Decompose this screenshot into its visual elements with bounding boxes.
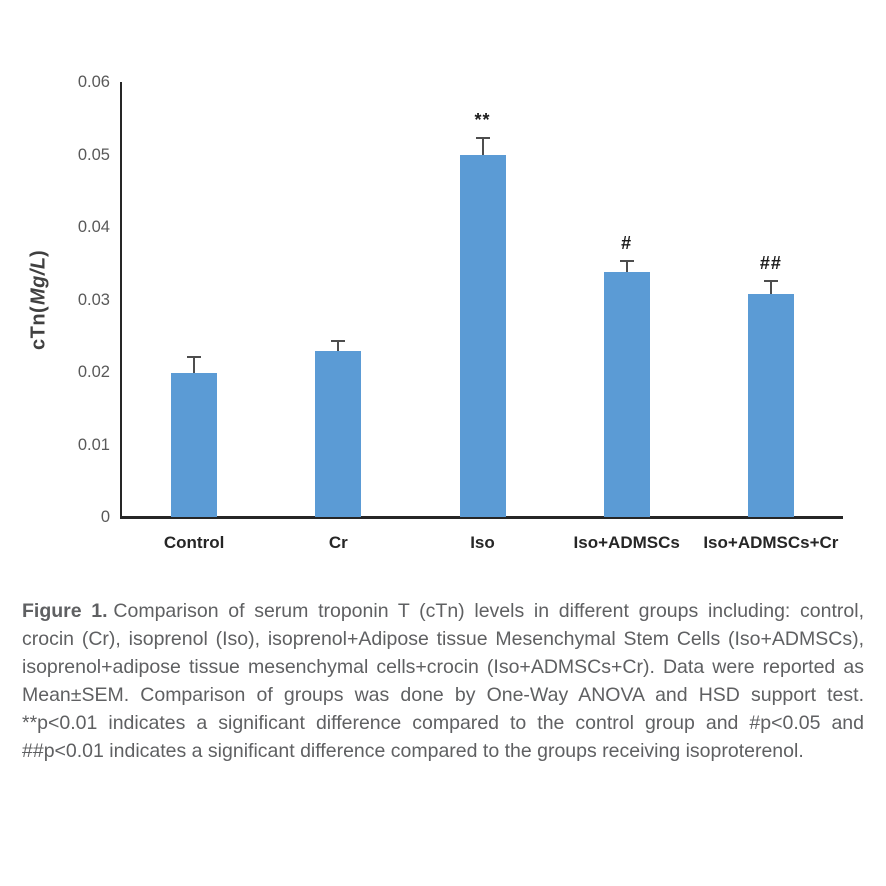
error-bar-cap (619, 259, 634, 262)
bar (603, 271, 650, 517)
y-tick-label: 0.03 (77, 290, 110, 309)
error-bar (481, 139, 484, 155)
y-tick-label: 0.02 (77, 363, 110, 381)
error-bar (625, 261, 628, 272)
bar (459, 154, 506, 517)
y-tick-label: 0.05 (77, 145, 110, 164)
bar-chart: cTn(Mg/L) 0 0.01 0.02 0.03 0.04 0.05 0.06 Cont… (28, 73, 843, 552)
caption-text: Comparison of serum troponin T (cTn) lev… (22, 599, 864, 762)
y-axis-line (120, 82, 122, 519)
figure-caption: Figure 1. Comparison of serum troponin T … (22, 597, 864, 765)
y-tick-label: 0.04 (77, 218, 110, 236)
bar (315, 350, 362, 517)
error-bar-cap (763, 280, 778, 283)
plot-area: Control Cr ** Iso # Iso+ADMSCs ## Iso+ADMSCs+Cr (122, 82, 843, 552)
significance-annotation: ## (759, 253, 782, 274)
bar (171, 373, 218, 517)
y-tick-label: 0.01 (77, 435, 110, 454)
error-bar (769, 282, 772, 294)
significance-annotation: # (621, 232, 633, 253)
error-bar (193, 358, 196, 374)
x-tick-label: Control (163, 533, 225, 552)
error-bar (337, 342, 340, 351)
x-axis-line (120, 516, 843, 519)
caption-label: Figure 1. (22, 599, 108, 622)
y-axis-tick-labels: 0 0.01 0.02 0.03 0.04 0.05 0.06 (48, 73, 110, 526)
x-tick-label: Iso (470, 533, 495, 552)
error-bar-cap (187, 356, 202, 359)
significance-annotation: ** (474, 110, 491, 131)
y-tick-label: 0.06 (77, 73, 110, 91)
x-tick-label: Iso+ADMSCs+Cr (703, 533, 839, 552)
error-bar-cap (331, 340, 346, 343)
error-bar-cap (475, 137, 490, 140)
x-tick-label: Iso+ADMSCs (573, 533, 680, 552)
bar (747, 293, 794, 517)
x-tick-label: Cr (328, 533, 348, 552)
y-tick-label: 0 (100, 508, 110, 526)
